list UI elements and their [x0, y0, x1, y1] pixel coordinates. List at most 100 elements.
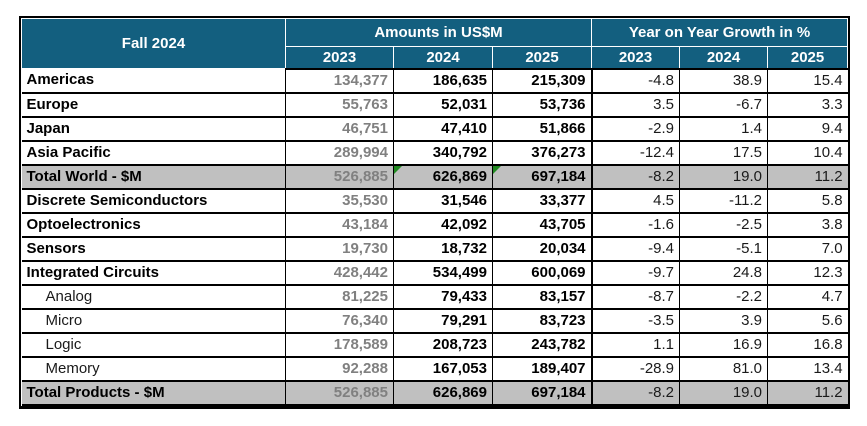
growth-cell-2023: -12.4: [590, 140, 681, 166]
amount-cell-2024: 79,291: [393, 308, 493, 334]
amounts-group-header: Amounts in US$M: [284, 18, 593, 47]
table-row: Integrated Circuits 428,442 534,499 600,069…: [21, 260, 848, 286]
amount-cell-2024: 47,410: [393, 116, 493, 142]
row-label: Japan: [21, 116, 286, 142]
growth-cell-2024: 16.9: [679, 332, 769, 358]
amount-cell-2025: 53,736: [492, 92, 593, 118]
growth-cell-2023: 4.5: [590, 188, 681, 214]
amount-cell-2025: 83,723: [492, 308, 593, 334]
amount-cell-2024: 79,433: [393, 284, 493, 310]
growth-cell-2024: 38.9: [679, 68, 769, 94]
table-outer-border: Fall 2024 Amounts in US$M Year on Year G…: [19, 16, 851, 409]
green-corner-icon: [394, 165, 402, 174]
amount-cell-2024: 186,635: [393, 68, 493, 94]
amount-cell-2025: 600,069: [492, 260, 593, 286]
amount-cell-2024: 42,092: [393, 212, 493, 238]
growth-cell-2023: -3.5: [590, 308, 681, 334]
growth-year-header-2023: 2023: [591, 45, 681, 70]
row-label: Total Products - $M: [21, 380, 286, 406]
growth-group-header: Year on Year Growth in %: [591, 18, 849, 47]
growth-cell-2024: 3.9: [679, 308, 769, 334]
row-label: Sensors: [21, 236, 286, 262]
amount-cell-2023: 428,442: [285, 260, 394, 286]
growth-cell-2025: 5.6: [767, 308, 848, 334]
amount-cell-2024: 626,869: [393, 164, 493, 190]
row-label: Total World - $M: [21, 164, 286, 190]
table-row: Logic 178,589 208,723 243,782 1.1 16.9 16.8: [21, 332, 848, 358]
row-label: Micro: [21, 308, 286, 334]
table-row: Total World - $M 526,885 626,869 697,184 -8.…: [21, 164, 848, 190]
table-header: Fall 2024 Amounts in US$M Year on Year G…: [21, 18, 849, 70]
row-label: Memory: [21, 356, 286, 382]
amount-cell-2024: 340,792: [393, 140, 493, 166]
growth-cell-2025: 3.8: [767, 212, 848, 238]
group-header-row: Fall 2024 Amounts in US$M Year on Year G…: [21, 18, 849, 69]
table-body: Americas 134,377 186,635 215,309 -4.8 38.9 15.…: [21, 68, 848, 406]
table-row: Sensors 19,730 18,732 20,034 -9.4 -5.1 7.0: [21, 236, 848, 262]
amount-cell-2024: 208,723: [393, 332, 493, 358]
growth-year-header-2025: 2025: [767, 45, 849, 70]
amount-cell-2023: 289,994: [285, 140, 394, 166]
growth-cell-2023: 1.1: [590, 332, 681, 358]
growth-cell-2025: 10.4: [767, 140, 848, 166]
amount-cell-2023: 92,288: [285, 356, 394, 382]
amount-cell-2025: 33,377: [492, 188, 593, 214]
year-header-row: 2023 2024 2025 2023 2024 2025: [22, 45, 849, 70]
row-label: Discrete Semiconductors: [21, 188, 286, 214]
amount-cell-2023: 43,184: [285, 212, 394, 238]
amount-cell-2023: 178,589: [285, 332, 394, 358]
growth-cell-2025: 13.4: [767, 356, 848, 382]
amount-cell-2023: 55,763: [285, 92, 394, 118]
growth-cell-2025: 3.3: [767, 92, 848, 118]
growth-cell-2025: 7.0: [767, 236, 848, 262]
growth-year-header-2024: 2024: [679, 45, 769, 70]
growth-cell-2024: 81.0: [679, 356, 769, 382]
amount-cell-2023: 526,885: [285, 380, 394, 406]
amount-cell-2023: 134,377: [285, 68, 394, 94]
growth-cell-2023: -1.6: [590, 212, 681, 238]
table-row: Total Products - $M 526,885 626,869 697,184…: [21, 380, 848, 406]
amount-cell-2023: 81,225: [285, 284, 394, 310]
table-row: Memory 92,288 167,053 189,407 -28.9 81.0 13.4: [21, 356, 848, 382]
row-label: Asia Pacific: [21, 140, 286, 166]
row-label: Americas: [21, 68, 286, 94]
table-row: Americas 134,377 186,635 215,309 -4.8 38.9 15.…: [21, 68, 848, 94]
amount-cell-2023: 35,530: [285, 188, 394, 214]
table-title: Fall 2024: [21, 18, 286, 69]
amounts-year-header-2024: 2024: [393, 45, 493, 70]
row-label: Europe: [21, 92, 286, 118]
amount-cell-2025: 43,705: [492, 212, 593, 238]
growth-cell-2025: 15.4: [767, 68, 848, 94]
growth-cell-2023: -9.4: [590, 236, 681, 262]
growth-cell-2024: 24.8: [679, 260, 769, 286]
row-label: Optoelectronics: [21, 212, 286, 238]
amount-cell-2025: 376,273: [492, 140, 593, 166]
table-row: Discrete Semiconductors 35,530 31,546 33,37…: [21, 188, 848, 214]
table-row: Asia Pacific 289,994 340,792 376,273 -12.4 17…: [21, 140, 848, 166]
growth-cell-2023: -2.9: [590, 116, 681, 142]
growth-cell-2023: -8.7: [590, 284, 681, 310]
green-corner-icon: [493, 165, 501, 174]
growth-cell-2023: -28.9: [590, 356, 681, 382]
growth-cell-2025: 11.2: [767, 164, 848, 190]
amount-cell-2024: 52,031: [393, 92, 493, 118]
table-row: Analog 81,225 79,433 83,157 -8.7 -2.2 4.7: [21, 284, 848, 310]
amount-cell-2023: 19,730: [285, 236, 394, 262]
row-label: Integrated Circuits: [21, 260, 286, 286]
growth-cell-2024: -11.2: [679, 188, 769, 214]
amount-cell-2023: 76,340: [285, 308, 394, 334]
amount-cell-2024: 167,053: [393, 356, 493, 382]
amount-cell-2025: 189,407: [492, 356, 593, 382]
growth-cell-2023: -8.2: [590, 380, 681, 406]
amount-cell-2025: 83,157: [492, 284, 593, 310]
growth-cell-2025: 12.3: [767, 260, 848, 286]
growth-cell-2025: 11.2: [767, 380, 848, 406]
amount-cell-2023: 526,885: [285, 164, 394, 190]
growth-cell-2023: -9.7: [590, 260, 681, 286]
row-label: Analog: [21, 284, 286, 310]
amount-cell-2025: 697,184: [492, 380, 593, 406]
growth-cell-2023: -8.2: [590, 164, 681, 190]
amount-cell-2023: 46,751: [285, 116, 394, 142]
growth-cell-2024: 1.4: [679, 116, 769, 142]
growth-cell-2024: 17.5: [679, 140, 769, 166]
